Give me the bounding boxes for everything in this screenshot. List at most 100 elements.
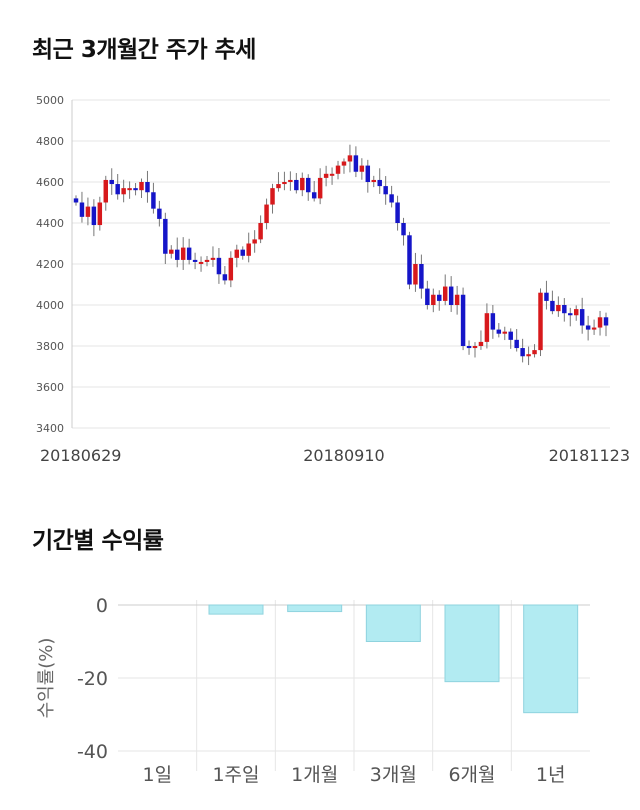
candle-body <box>508 331 513 340</box>
candle-body <box>163 218 168 254</box>
candle-body <box>383 186 388 195</box>
returns-category-label: 1개월 <box>291 764 338 786</box>
price-xtick-label: 20180910 <box>303 446 384 465</box>
candle-body <box>562 305 567 314</box>
candle-body <box>425 288 430 305</box>
price-ytick-label: 4200 <box>36 258 64 271</box>
candle-body <box>454 294 460 305</box>
candle-body <box>306 177 311 193</box>
candle-body <box>145 182 150 193</box>
candle-body <box>335 165 341 174</box>
candle-body <box>240 249 245 256</box>
candle-body <box>151 192 156 209</box>
candle-body <box>597 317 603 328</box>
candle-body <box>573 309 579 316</box>
candle-body <box>520 348 525 357</box>
candle-body <box>329 173 335 176</box>
returns-category-label: 1년 <box>536 764 566 786</box>
candle-body <box>538 292 543 351</box>
candle-body <box>115 184 120 195</box>
price-xtick-label: 20181123 <box>549 446 630 465</box>
price-ytick-label: 4600 <box>36 176 64 189</box>
candle-body <box>579 309 585 326</box>
candle-body <box>395 202 400 223</box>
candle-body <box>460 294 466 346</box>
returns-ytick-label: -40 <box>77 741 108 763</box>
candle-body <box>186 247 192 260</box>
return-bar <box>365 604 421 642</box>
candle-body <box>413 264 418 285</box>
candle-body <box>175 249 180 260</box>
price-ytick-label: 5000 <box>36 94 64 107</box>
candle-body <box>198 261 204 264</box>
price-trend-title: 최근 3개월간 주가 추세 <box>32 37 256 63</box>
candle-body <box>484 313 490 342</box>
candle-body <box>311 192 317 199</box>
candle-body <box>169 249 174 254</box>
candle-body <box>526 354 531 357</box>
candle-body <box>341 161 347 166</box>
candle-body <box>585 325 591 330</box>
candle-body <box>103 179 109 203</box>
candle-body <box>294 179 299 191</box>
candle-body <box>300 177 305 191</box>
candle-body <box>466 346 472 349</box>
candle-body <box>252 239 257 244</box>
candle-body <box>556 305 561 312</box>
candle-body <box>323 173 329 178</box>
candle-body <box>365 165 371 182</box>
candle-body <box>371 179 376 182</box>
candle-body <box>377 179 382 187</box>
price-ytick-label: 4000 <box>36 299 64 312</box>
candle-body <box>532 350 537 355</box>
candle-body <box>603 317 609 326</box>
candle-body <box>442 286 448 301</box>
period-returns-title: 기간별 수익률 <box>32 528 164 554</box>
candle-body <box>472 346 478 349</box>
candle-body <box>270 188 275 205</box>
candle-body <box>550 300 555 312</box>
return-bar <box>208 604 264 615</box>
candle-body <box>139 182 144 191</box>
candle-body <box>544 292 549 301</box>
candle-body <box>97 202 103 226</box>
candle-body <box>288 179 293 182</box>
candle-body <box>353 155 359 172</box>
candle-body <box>216 257 222 275</box>
candle-body <box>591 327 597 330</box>
candle-body <box>204 259 210 262</box>
candle-body <box>347 155 353 162</box>
candle-body <box>437 294 442 301</box>
returns-category-label: 3개월 <box>370 764 417 786</box>
price-ytick-label: 3600 <box>36 381 64 394</box>
candle-body <box>234 249 240 258</box>
returns-category-label: 1일 <box>143 764 173 786</box>
candle-body <box>407 235 412 285</box>
price-ytick-label: 4400 <box>36 217 64 230</box>
candle-body <box>431 294 436 305</box>
candle-body <box>246 243 251 256</box>
candle-body <box>478 341 484 346</box>
candle-body <box>127 188 132 191</box>
price-xtick-label: 20180629 <box>40 446 121 465</box>
candle-body <box>73 198 79 203</box>
candle-body <box>79 202 85 217</box>
candle-body <box>490 313 496 330</box>
candle-body <box>157 208 162 219</box>
price-ytick-label: 4800 <box>36 135 64 148</box>
candle-body <box>282 182 287 185</box>
return-bar <box>523 604 579 714</box>
candle-body <box>502 331 507 334</box>
candle-body <box>258 223 263 240</box>
candle-body <box>317 177 323 199</box>
candle-body <box>264 204 269 223</box>
return-bar <box>444 604 500 683</box>
candle-body <box>276 184 281 189</box>
price-ytick-label: 3400 <box>36 422 64 435</box>
candle-body <box>109 179 114 185</box>
return-bar <box>287 604 343 613</box>
candle-body <box>568 313 573 316</box>
returns-category-label: 6개월 <box>448 764 495 786</box>
candle-body <box>121 188 126 195</box>
